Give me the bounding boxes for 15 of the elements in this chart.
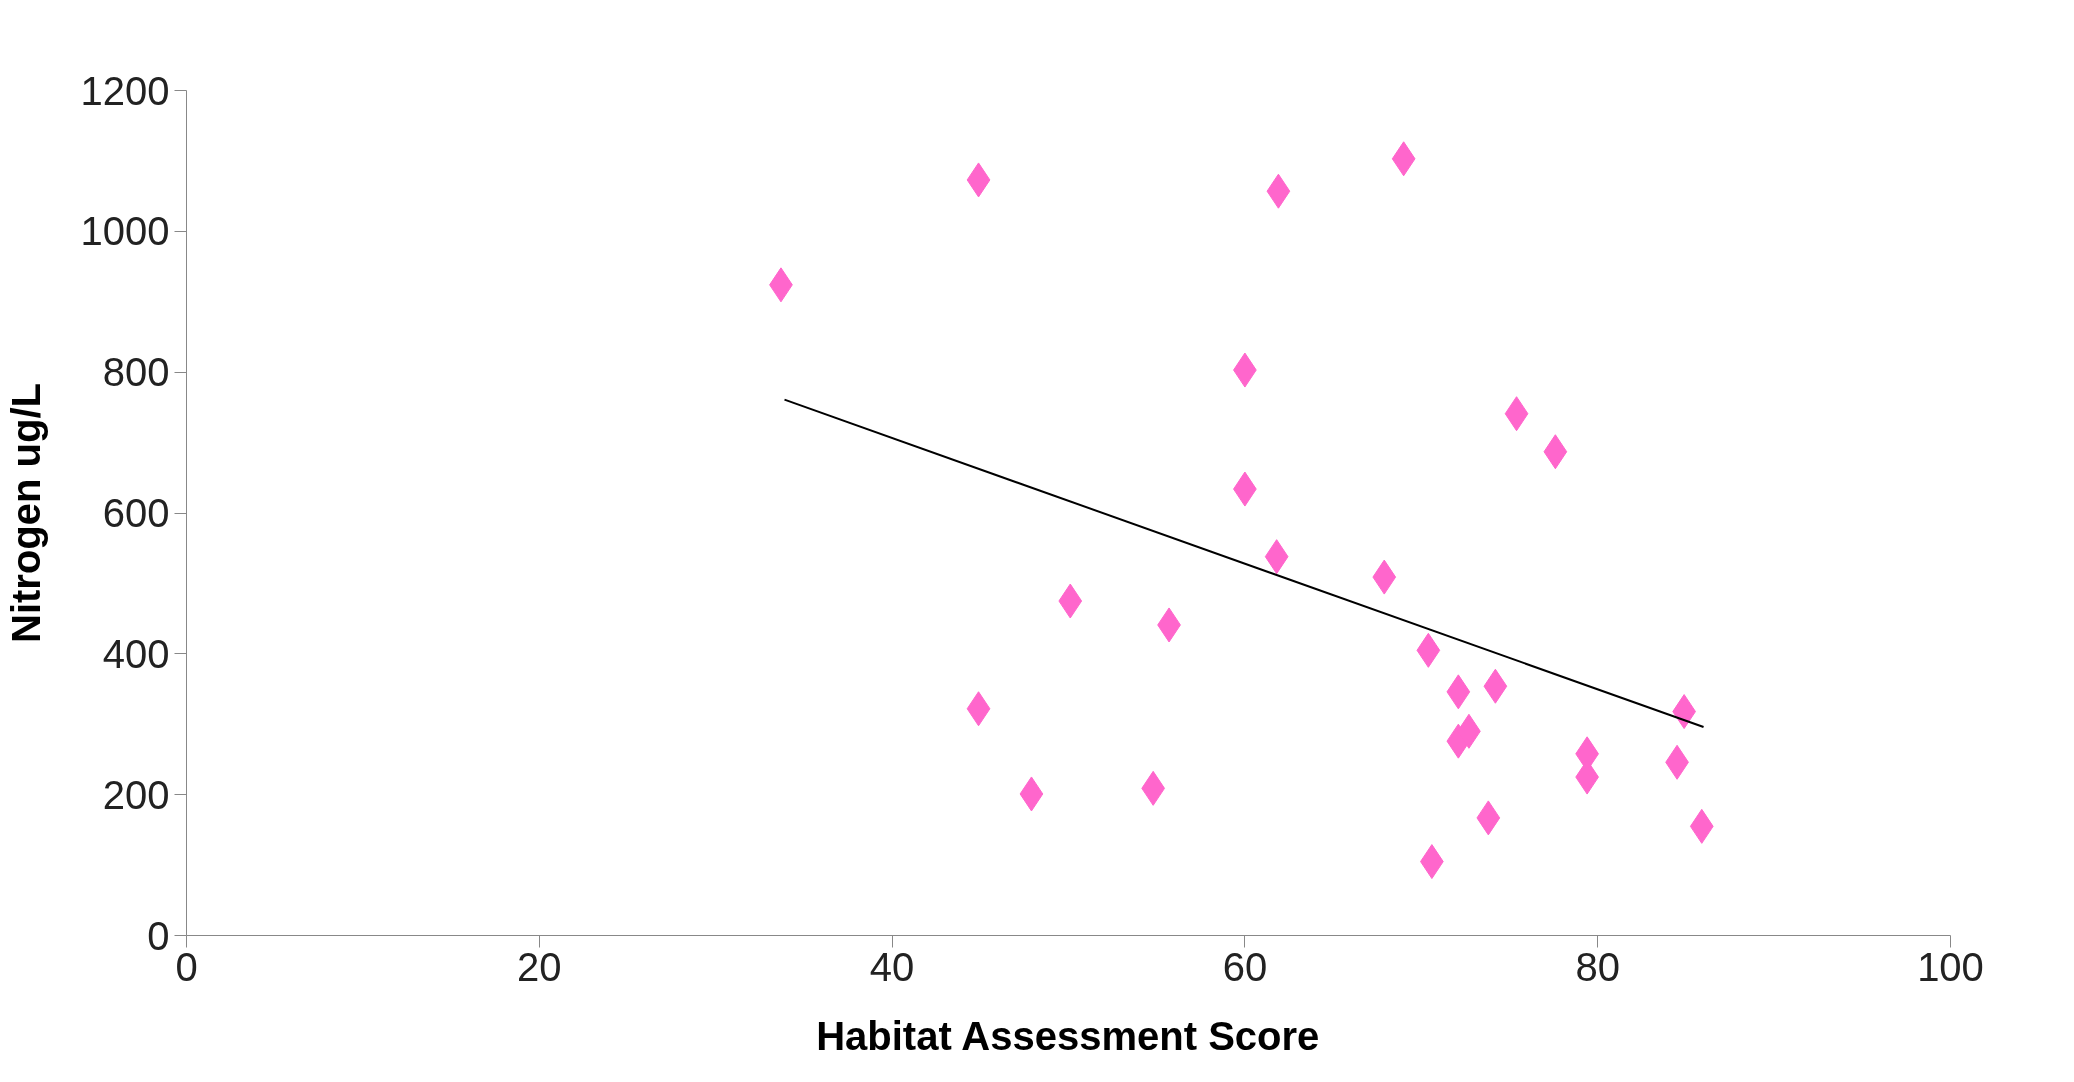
- y-tick-label: 1000: [80, 209, 170, 254]
- y-tick-label: 1200: [80, 68, 170, 113]
- x-tick-label: 20: [517, 944, 562, 989]
- x-tick-label: 80: [1575, 944, 1620, 989]
- x-tick-label: 60: [1222, 944, 1268, 989]
- y-axis-title: Nitrogen ug/L: [3, 383, 48, 643]
- y-tick-label: 200: [102, 772, 170, 817]
- y-tick-label: 600: [102, 491, 170, 535]
- y-tick-label: 400: [102, 631, 170, 676]
- y-tick-label: 800: [102, 350, 170, 395]
- x-tick-label: 40: [869, 944, 915, 989]
- x-axis-title: Habitat Assessment Score: [816, 1013, 1320, 1058]
- x-tick-label: 100: [1917, 944, 1984, 989]
- x-tick-label: 0: [175, 944, 198, 989]
- y-tick-label: 0: [147, 913, 170, 958]
